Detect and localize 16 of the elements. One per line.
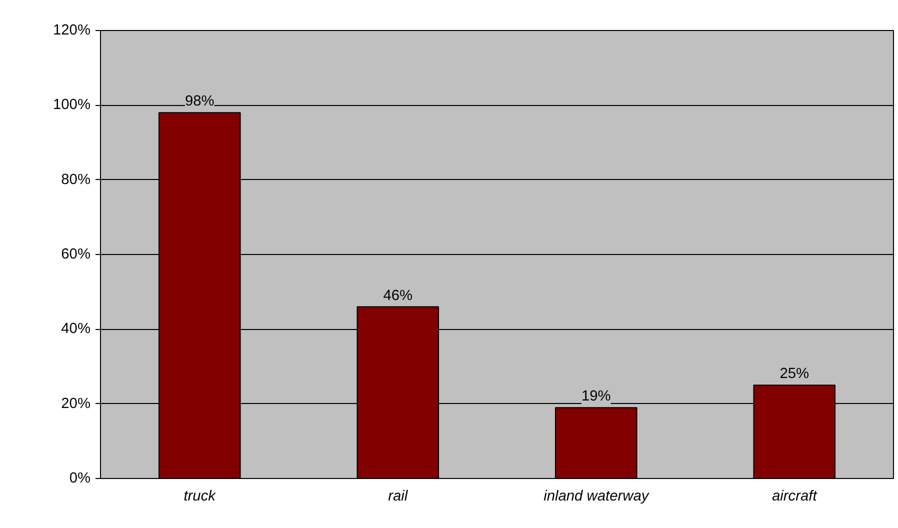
bar — [554, 407, 638, 478]
y-tick-label: 80% — [61, 172, 91, 188]
y-tick-label: 120% — [53, 22, 91, 38]
x-tick-label: rail — [388, 488, 408, 504]
y-tick-label: 100% — [53, 97, 91, 114]
x-tick-label: truck — [184, 488, 216, 504]
data-label: 98% — [184, 94, 214, 110]
y-tick-label: 40% — [61, 321, 91, 338]
y-tick-label: 0% — [69, 470, 91, 486]
x-tick-label: aircraft — [772, 488, 818, 504]
data-label: 46% — [383, 288, 413, 304]
data-label: 25% — [780, 366, 810, 382]
y-tick-label: 20% — [61, 396, 91, 412]
x-tick-label: inland waterway — [544, 488, 650, 504]
data-label: 19% — [581, 388, 611, 405]
y-tick-label: 60% — [61, 246, 91, 262]
